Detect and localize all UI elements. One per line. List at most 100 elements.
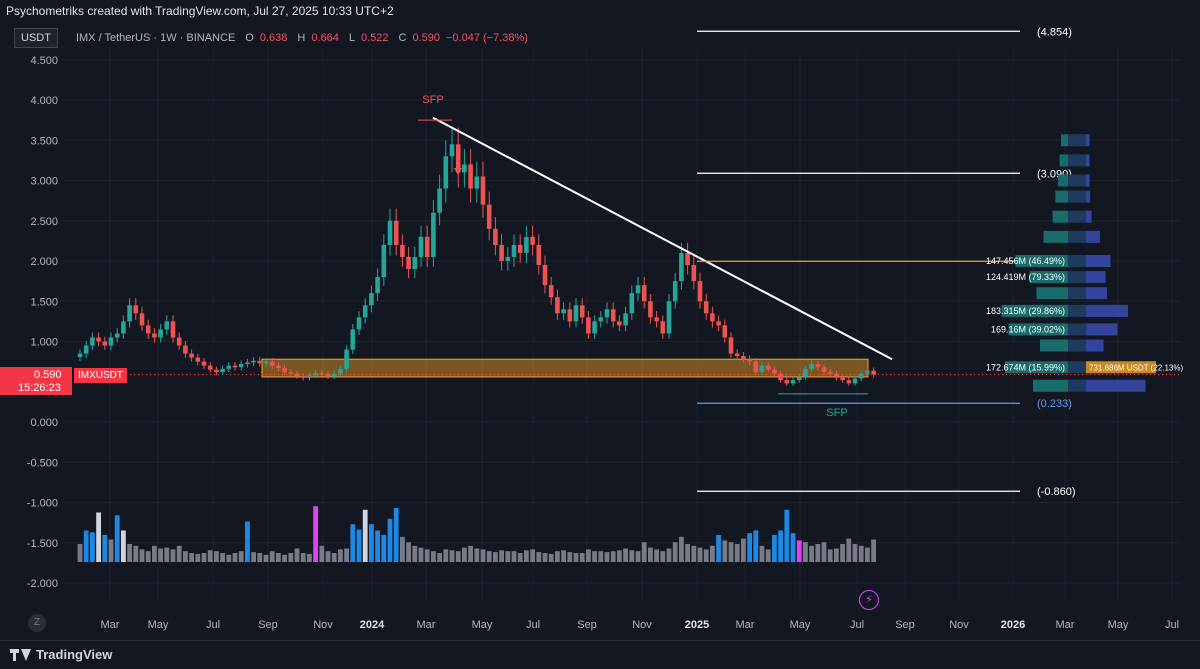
- flash-icon[interactable]: ⚡: [859, 590, 879, 610]
- fib-level-label: (0.233): [1037, 398, 1072, 410]
- candle-body: [307, 375, 312, 378]
- candle-body: [474, 176, 480, 189]
- volume-bar: [300, 553, 306, 562]
- candle-body: [257, 360, 263, 364]
- volume-bar: [604, 552, 610, 562]
- volume-bar: [654, 549, 659, 562]
- volume-bar: [114, 515, 120, 562]
- zoom-reset-button[interactable]: Z: [28, 614, 46, 632]
- volume-bar: [524, 550, 529, 562]
- tradingview-logo[interactable]: TradingView: [10, 647, 112, 662]
- candle-body: [133, 305, 139, 314]
- close-value: 0.590: [412, 32, 440, 44]
- descending-trendline: [432, 116, 893, 361]
- candle-body: [406, 256, 411, 270]
- volume-bar: [561, 550, 566, 562]
- profile-bar-mid: [1068, 339, 1086, 352]
- candle-body: [734, 353, 740, 356]
- volume-bar: [387, 518, 393, 562]
- candle-body: [610, 309, 616, 322]
- footer-bar: TradingView: [0, 640, 1200, 669]
- candle-body: [536, 244, 542, 266]
- profile-bar-right: [1086, 287, 1107, 300]
- candle-body: [790, 380, 796, 384]
- symbol-label[interactable]: IMX / TetherUS · 1W · BINANCE: [75, 32, 236, 44]
- candle-body: [641, 285, 647, 302]
- volume-bar: [573, 553, 579, 562]
- profile-bar-left: [1040, 339, 1068, 352]
- y-tick-label: 0.000: [30, 417, 58, 429]
- candle-body: [865, 370, 870, 374]
- volume-bar: [263, 554, 269, 562]
- volume-bar: [536, 552, 542, 562]
- volume-bar: [424, 549, 430, 562]
- y-tick-label: 1.000: [30, 337, 58, 349]
- volume-bar: [728, 542, 734, 562]
- candle-body: [716, 321, 721, 326]
- y-tick-label: 2.000: [30, 256, 58, 268]
- profile-label-left: 147.456M (46.49%): [986, 256, 1065, 266]
- attribution-text: Psychometriks created with TradingView.c…: [6, 4, 394, 18]
- volume-bar: [666, 548, 672, 562]
- candle-body: [635, 285, 641, 294]
- candle-body: [691, 265, 697, 282]
- candle-body: [852, 378, 858, 384]
- profile-bar-mid: [1068, 174, 1086, 187]
- volume-bar: [412, 545, 418, 562]
- volume-bar: [710, 545, 715, 562]
- volume-bar: [108, 539, 114, 562]
- volume-bar: [809, 545, 814, 562]
- volume-bar: [803, 542, 808, 562]
- candle-body: [660, 321, 666, 334]
- x-tick-label: Sep: [258, 619, 278, 631]
- volume-bar: [499, 550, 504, 562]
- volume-bar: [722, 540, 728, 562]
- x-tick-label: Mar: [417, 619, 436, 631]
- candle-body: [809, 364, 814, 369]
- candle-body: [449, 144, 455, 157]
- volume-bar: [127, 544, 132, 562]
- candle-body: [350, 329, 356, 350]
- candle-body: [127, 305, 132, 322]
- candle-body: [300, 376, 306, 378]
- x-tick-label: 2025: [685, 619, 709, 631]
- candle-body: [114, 333, 120, 338]
- candle-body: [108, 337, 114, 346]
- candle-body: [331, 373, 337, 377]
- volume-bar: [288, 553, 294, 562]
- y-tick-label: 4.500: [30, 55, 58, 67]
- profile-bar-left: [1033, 379, 1068, 392]
- volume-bar: [455, 551, 461, 562]
- bar-countdown: 15:26:23: [18, 382, 61, 394]
- volume-bar: [437, 553, 442, 562]
- candle-body: [325, 373, 331, 377]
- volume-bar: [759, 545, 765, 562]
- candle-body: [282, 368, 287, 373]
- candle-body: [102, 341, 108, 346]
- last-price-tag: 0.590 15:26:23: [0, 367, 72, 395]
- volume-bar: [207, 550, 213, 562]
- currency-button[interactable]: USDT: [14, 28, 58, 48]
- candle-body: [499, 244, 504, 261]
- volume-bar: [400, 536, 405, 562]
- volume-bar: [586, 549, 591, 562]
- profile-bar-left: [1015, 255, 1068, 267]
- volume-bar: [325, 551, 331, 562]
- candle-body: [871, 370, 876, 375]
- candle-body: [319, 372, 325, 374]
- candle-body: [375, 277, 380, 294]
- profile-bar-right: [1086, 339, 1104, 352]
- price-chart[interactable]: 4.500 4.000 3.500 3.000 2.500 2.000 1.500 1.000…: [0, 0, 1200, 640]
- volume-bar: [635, 551, 641, 562]
- open-key: O: [245, 32, 254, 44]
- profile-bar-left: [1005, 361, 1068, 374]
- volume-bar: [189, 553, 194, 562]
- volume-bar: [362, 509, 368, 562]
- profile-bar-mid: [1068, 255, 1086, 267]
- candle-body: [176, 337, 182, 346]
- candle-body: [393, 220, 399, 245]
- candle-body: [276, 365, 281, 369]
- candle-body: [697, 281, 703, 302]
- profile-bar-left: [1043, 230, 1068, 243]
- candle-body: [759, 365, 765, 373]
